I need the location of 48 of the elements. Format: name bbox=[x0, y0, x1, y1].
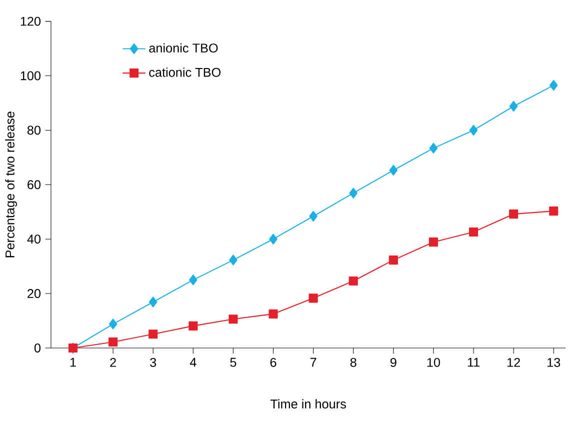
y-tick-label: 120 bbox=[20, 16, 41, 26]
point bbox=[108, 318, 118, 330]
legend-label: anionic TBO bbox=[149, 43, 218, 53]
point bbox=[349, 188, 358, 198]
point bbox=[188, 321, 198, 330]
x-tick-label: 8 bbox=[350, 358, 356, 367]
point bbox=[348, 276, 358, 286]
point bbox=[268, 309, 278, 318]
x-tick-label: 6 bbox=[270, 358, 276, 367]
y-tick-label: 20 bbox=[28, 289, 41, 298]
point bbox=[509, 210, 518, 219]
point bbox=[468, 227, 478, 237]
y-tick-label: 80 bbox=[27, 126, 41, 135]
point bbox=[549, 80, 558, 91]
point bbox=[148, 296, 158, 308]
point bbox=[549, 206, 558, 216]
point bbox=[429, 142, 438, 154]
y-tick-label: 60 bbox=[28, 180, 41, 190]
x-tick-label: 1 bbox=[70, 358, 76, 367]
x-tick-label: 4 bbox=[190, 358, 196, 367]
point bbox=[108, 337, 118, 347]
x-tick-label: 9 bbox=[390, 358, 396, 367]
y-axis-title: Percentage of two release bbox=[5, 112, 17, 258]
point bbox=[469, 124, 478, 136]
x-tick-label: 13 bbox=[548, 358, 560, 367]
point bbox=[228, 314, 238, 324]
x-tick-label: 3 bbox=[150, 358, 156, 367]
point bbox=[388, 256, 398, 265]
x-axis-title: Time in hours bbox=[270, 399, 346, 408]
y-tick-label: 0 bbox=[34, 344, 41, 352]
x-tick-label: 7 bbox=[310, 358, 316, 367]
point bbox=[428, 238, 438, 247]
point bbox=[389, 164, 398, 176]
point bbox=[269, 234, 278, 244]
y-tick-label: 40 bbox=[27, 234, 41, 244]
point bbox=[509, 100, 518, 112]
point bbox=[148, 330, 158, 339]
point bbox=[189, 274, 198, 286]
point bbox=[308, 294, 318, 303]
legend-label: cationic TBO bbox=[149, 68, 221, 77]
point bbox=[309, 210, 318, 222]
x-tick-label: 2 bbox=[110, 358, 116, 367]
x-tick-label: 10 bbox=[427, 358, 440, 367]
x-tick-label: 12 bbox=[507, 358, 520, 367]
point bbox=[229, 254, 238, 266]
y-tick-label: 100 bbox=[20, 71, 41, 80]
x-tick-label: 5 bbox=[230, 358, 236, 367]
x-tick-label: 11 bbox=[468, 358, 480, 367]
